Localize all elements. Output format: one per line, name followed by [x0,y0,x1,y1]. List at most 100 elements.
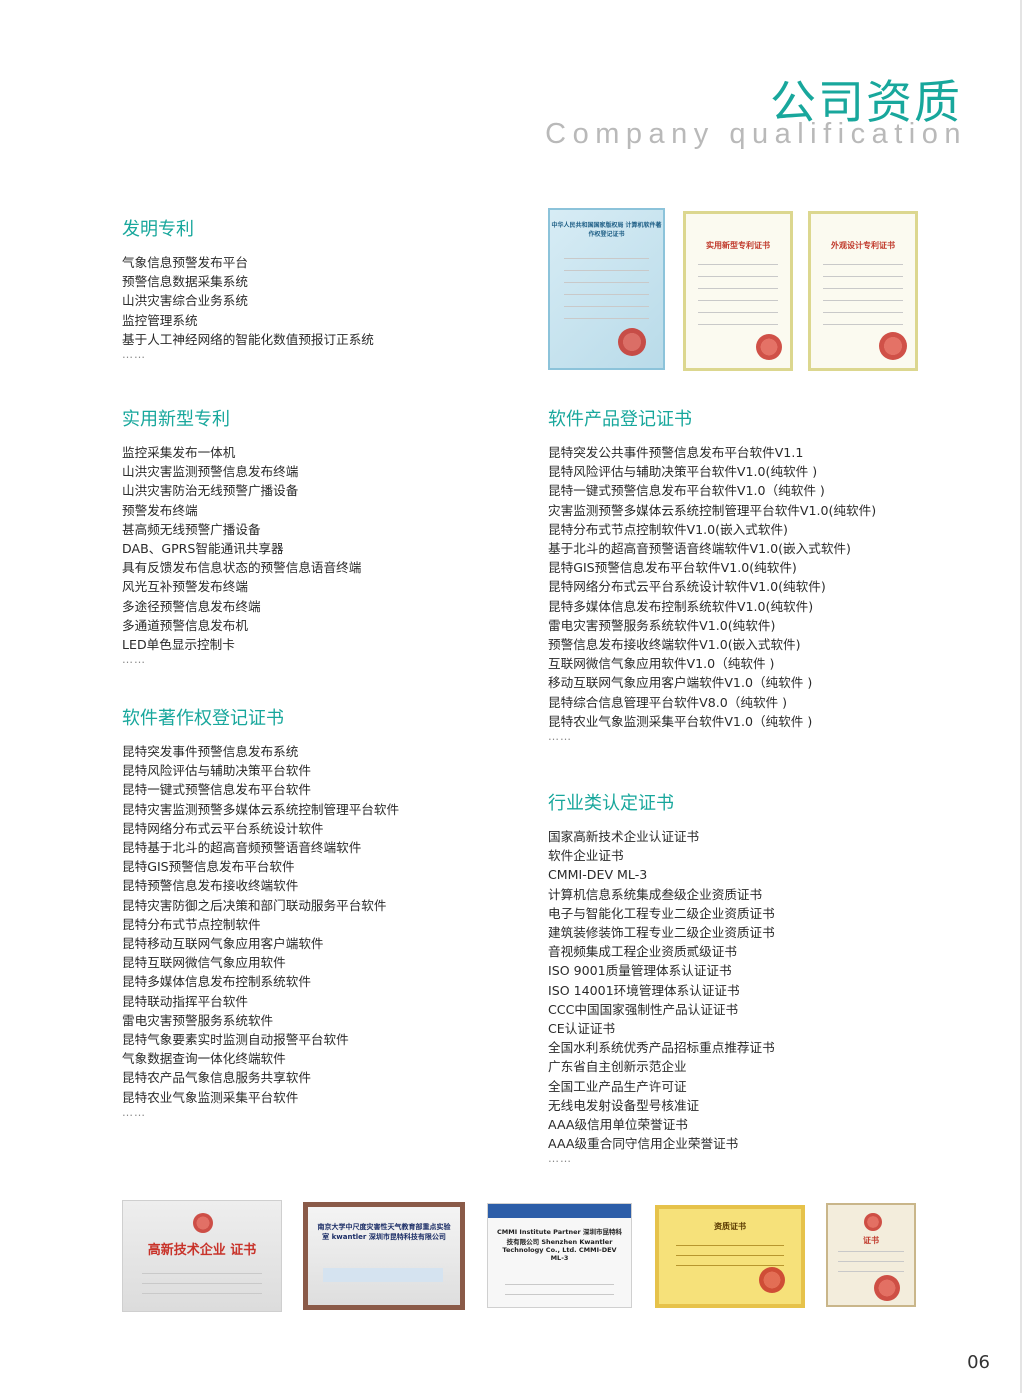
certificate-label: 资质证书 [714,1222,746,1231]
list-item: 昆特多媒体信息发布控制系统软件V1.0(纯软件) [548,598,814,614]
list-item: 雷电灾害预警服务系统软件V1.0(纯软件) [548,617,776,633]
list-item: AAA级信用单位荣誉证书 [548,1117,688,1133]
list-item: 计算机信息系统集成叁级企业资质证书 [548,886,763,902]
more-indicator: …… [548,1152,572,1166]
list-item: 昆特综合信息管理平台软件V8.0（纯软件 ) [548,694,788,710]
section-title: 实用新型专利 [122,409,230,430]
item-list: 昆特突发公共事件预警信息发布平台软件V1.1 昆特风险评估与辅助决策平台软件V1.… [548,443,876,731]
list-item: 气象信息预警发布平台 [122,255,248,270]
certificate-design-patent-image: 外观设计专利证书 [808,211,918,371]
certificate-label: 外观设计专利证书 [831,241,895,250]
more-indicator: …… [548,730,572,744]
list-item: 昆特灾害防御之后决策和部门联动服务平台软件 [122,897,387,913]
certificate-hightech-image: 高新技术企业 证书 [122,1200,282,1312]
list-item: 昆特风险评估与辅助决策平台软件V1.0(纯软件 ) [548,464,818,480]
item-list: 昆特突发事件预警信息发布系统 昆特风险评估与辅助决策平台软件 昆特一键式预警信息发布… [122,742,399,1107]
list-item: CE认证证书 [548,1021,616,1037]
certificate-label: 南京大学中尺度灾害性天气教育部重点实验室 kwantler 深圳市昆特科技有限公… [317,1223,451,1241]
list-item: 音视频集成工程企业资质贰级证书 [548,944,737,960]
section-title: 软件著作权登记证书 [122,708,284,729]
list-item: 山洪灾害防治无线预警广播设备 [122,483,299,499]
certificate-label: 高新技术企业 证书 [147,1243,257,1258]
list-item: 多通道预警信息发布机 [122,617,248,633]
list-item: 预警发布终端 [122,502,198,518]
list-item: 广东省自主创新示范企业 [548,1059,687,1075]
list-item: 山洪灾害综合业务系统 [122,293,248,309]
list-item: 昆特网络分布式云平台系统设计软件 [122,820,324,836]
item-list: 监控采集发布一体机 山洪灾害监测预警信息发布终端 山洪灾害防治无线预警广播设备 预警发… [122,443,361,654]
list-item: 昆特气象要素实时监测自动报警平台软件 [122,1032,349,1048]
list-item: 无线电发射设备型号核准证 [548,1097,700,1113]
certificate-copyright-image: 中华人民共和国国家版权局 计算机软件著作权登记证书 [548,208,665,370]
certificate-qualification-image: 资质证书 [655,1205,805,1308]
list-item: 昆特一键式预警信息发布平台软件V1.0（纯软件 ) [548,483,825,499]
list-item: 建筑装修装饰工程专业二级企业资质证书 [548,925,775,941]
certificate-label: 证书 [863,1236,879,1245]
section-invention-patents: 发明专利 气象信息预警发布平台 预警信息数据采集系统 山洪灾害综合业务系统 监控管理系… [122,217,374,361]
list-item: DAB、GPRS智能通讯共享器 [122,541,284,557]
list-item: 昆特风险评估与辅助决策平台软件 [122,763,311,779]
list-item: 甚高频无线预警广播设备 [122,521,261,537]
section-utility-patents: 实用新型专利 监控采集发布一体机 山洪灾害监测预警信息发布终端 山洪灾害防治无线预警… [122,407,361,666]
list-item: CMMI-DEV ML-3 [548,867,648,883]
section-title: 软件产品登记证书 [548,409,692,430]
certificate-label: CMMI Institute Partner 深圳市昆特科技有限公司 Shenz… [497,1228,622,1262]
section-software-copyright: 软件著作权登记证书 昆特突发事件预警信息发布系统 昆特风险评估与辅助决策平台软件昆… [122,706,399,1119]
list-item: 昆特突发事件预警信息发布系统 [122,744,299,759]
certificate-label: 中华人民共和国国家版权局 计算机软件著作权登记证书 [551,222,662,238]
item-list: 气象信息预警发布平台 预警信息数据采集系统 山洪灾害综合业务系统 监控管理系统基于人工… [122,253,374,349]
page-subtitle: Company qualification [545,118,967,150]
list-item: 昆特突发公共事件预警信息发布平台软件V1.1 [548,445,804,460]
list-item: 昆特农业气象监测采集平台软件V1.0（纯软件 ) [548,713,813,729]
list-item: 昆特互联网微信气象应用软件 [122,955,286,971]
list-item: 全国工业产品生产许可证 [548,1078,687,1094]
list-item: 昆特网络分布式云平台系统设计软件V1.0(纯软件) [548,579,826,595]
list-item: 移动互联网气象应用客户端软件V1.0（纯软件 ) [548,675,813,691]
certificate-license-image: 证书 [826,1203,916,1307]
list-item: 软件企业证书 [548,848,624,864]
list-item: 雷电灾害预警服务系统软件 [122,1012,274,1028]
list-item: 昆特农业气象监测采集平台软件 [122,1089,299,1105]
page-edge-line [1020,0,1022,1393]
more-indicator: …… [122,653,146,667]
list-item: 基于北斗的超高音预警语音终端软件V1.0(嵌入式软件) [548,541,851,557]
list-item: 灾害监测预警多媒体云系统控制管理平台软件V1.0(纯软件) [548,502,877,518]
list-item: ISO 14001环境管理体系认证证书 [548,982,740,998]
list-item: 风光互补预警发布终端 [122,579,248,595]
section-software-products: 软件产品登记证书 昆特突发公共事件预警信息发布平台软件V1.1 昆特风险评估与辅助… [548,407,876,743]
certificate-label: 实用新型专利证书 [706,241,770,250]
list-item: 国家高新技术企业认证证书 [548,829,700,844]
list-item: 昆特联动指挥平台软件 [122,993,248,1009]
list-item: 昆特基于北斗的超高音频预警语音终端软件 [122,840,362,856]
section-industry-certs: 行业类认定证书 国家高新技术企业认证证书 软件企业证书 CMMI-DEV ML-3 计… [548,791,775,1165]
list-item: 昆特一键式预警信息发布平台软件 [122,782,311,798]
list-item: 昆特多媒体信息发布控制系统软件 [122,974,311,990]
more-indicator: …… [122,348,146,362]
list-item: 昆特分布式节点控制软件 [122,916,261,932]
section-title: 发明专利 [122,219,194,240]
list-item: 全国水利系统优秀产品招标重点推荐证书 [548,1040,775,1056]
more-indicator: …… [122,1105,146,1119]
list-item: 预警信息发布接收终端软件V1.0(嵌入式软件) [548,637,801,653]
certificate-cmmi-image: CMMI Institute Partner 深圳市昆特科技有限公司 Shenz… [487,1203,632,1308]
page-title: 公司资质 [770,75,962,129]
list-item: 具有反馈发布信息状态的预警信息语音终端 [122,560,362,576]
list-item: 昆特预警信息发布接收终端软件 [122,878,299,894]
list-item: 预警信息数据采集系统 [122,274,248,290]
item-list: 国家高新技术企业认证证书 软件企业证书 CMMI-DEV ML-3 计算机信息系统集成… [548,827,775,1153]
section-title: 行业类认定证书 [548,793,674,814]
list-item: 电子与智能化工程专业二级企业资质证书 [548,905,775,921]
list-item: 昆特农产品气象信息服务共享软件 [122,1070,311,1086]
certificate-utility-patent-image: 实用新型专利证书 [683,211,793,371]
list-item: 监控管理系统 [122,312,198,328]
list-item: LED单色显示控制卡 [122,637,235,653]
list-item: 基于人工神经网络的智能化数值预报订正系统 [122,331,374,347]
list-item: 监控采集发布一体机 [122,445,236,460]
list-item: 昆特灾害监测预警多媒体云系统控制管理平台软件 [122,801,400,817]
list-item: 多途径预警信息发布终端 [122,598,261,614]
list-item: 互联网微信气象应用软件V1.0（纯软件 ) [548,656,775,672]
list-item: AAA级重合同守信用企业荣誉证书 [548,1136,739,1152]
list-item: 昆特GIS预警信息发布平台软件 [122,859,295,875]
list-item: 昆特移动互联网气象应用客户端软件 [122,936,324,952]
list-item: 昆特GIS预警信息发布平台软件V1.0(纯软件) [548,560,797,576]
